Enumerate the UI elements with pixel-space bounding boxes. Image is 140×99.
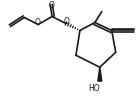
Text: O: O [64, 17, 70, 26]
Text: HO: HO [88, 84, 100, 93]
Text: O: O [48, 1, 54, 10]
Text: O: O [34, 18, 40, 27]
Polygon shape [98, 67, 102, 81]
